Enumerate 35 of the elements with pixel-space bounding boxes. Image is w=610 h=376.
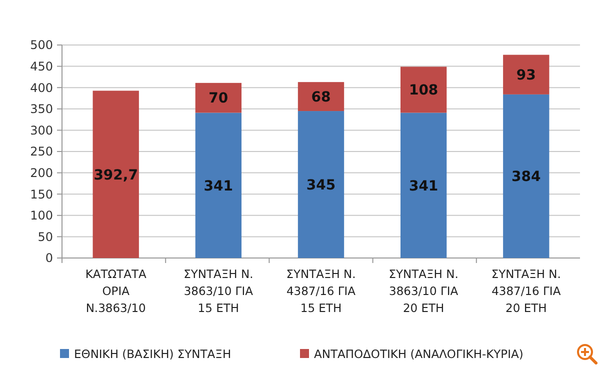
- bar: [503, 54, 550, 94]
- bar: [195, 82, 242, 113]
- x-tick-label: ΚΑΤΩΤΑΤΑ ΟΡΙΑ Ν.3863/10: [85, 267, 146, 315]
- x-tick-label: ΣΥΝΤΑΞΗ Ν. 3863/10 ΓΙΑ 15 ΕΤΗ: [184, 267, 254, 315]
- data-label: 68: [311, 89, 331, 106]
- legend-label: ΕΘΝΙΚΗ (ΒΑΣΙΚΗ) ΣΥΝΤΑΞΗ: [74, 347, 232, 362]
- y-tick-label: 50: [38, 230, 53, 244]
- bar: [195, 112, 242, 258]
- y-tick-label: 0: [45, 251, 53, 266]
- y-tick-label: 450: [30, 60, 53, 74]
- y-tick-label: 100: [30, 208, 53, 223]
- bar: [400, 66, 447, 113]
- legend-label: ΑΝΤΑΠΟΔΟΤΙΚΗ (ΑΝΑΛΟΓΙΚΗ-ΚΥΡΙΑ): [314, 347, 524, 362]
- x-tick-label: ΣΥΝΤΑΞΗ Ν. 3863/10 ΓΙΑ 20 ΕΤΗ: [388, 267, 458, 315]
- bar: [400, 112, 447, 258]
- y-tick-label: 300: [30, 123, 53, 138]
- y-tick-label: 200: [30, 166, 53, 180]
- y-tick-label: 500: [30, 38, 53, 52]
- data-label: 384: [512, 169, 542, 186]
- y-tick-label: 350: [30, 102, 53, 116]
- bar: [92, 90, 139, 258]
- data-label: 93: [516, 68, 536, 84]
- data-label: 108: [408, 82, 438, 99]
- bar: [503, 94, 550, 258]
- x-tick-label: ΣΥΝΤΑΞΗ Ν. 4387/16 ΓΙΑ 15 ΕΤΗ: [286, 267, 356, 315]
- bar: [298, 111, 344, 258]
- y-tick-label: 150: [30, 187, 53, 202]
- data-label: 341: [408, 178, 438, 194]
- y-tick-label: 400: [30, 80, 53, 95]
- data-label: 70: [208, 90, 228, 107]
- data-label: 341: [204, 178, 234, 194]
- x-tick-label: ΣΥΝΤΑΞΗ Ν. 4387/16 ΓΙΑ 20 ΕΤΗ: [491, 267, 561, 315]
- y-tick-label: 250: [30, 144, 53, 159]
- data-label: 392,7: [94, 167, 138, 184]
- data-label: 345: [306, 177, 336, 194]
